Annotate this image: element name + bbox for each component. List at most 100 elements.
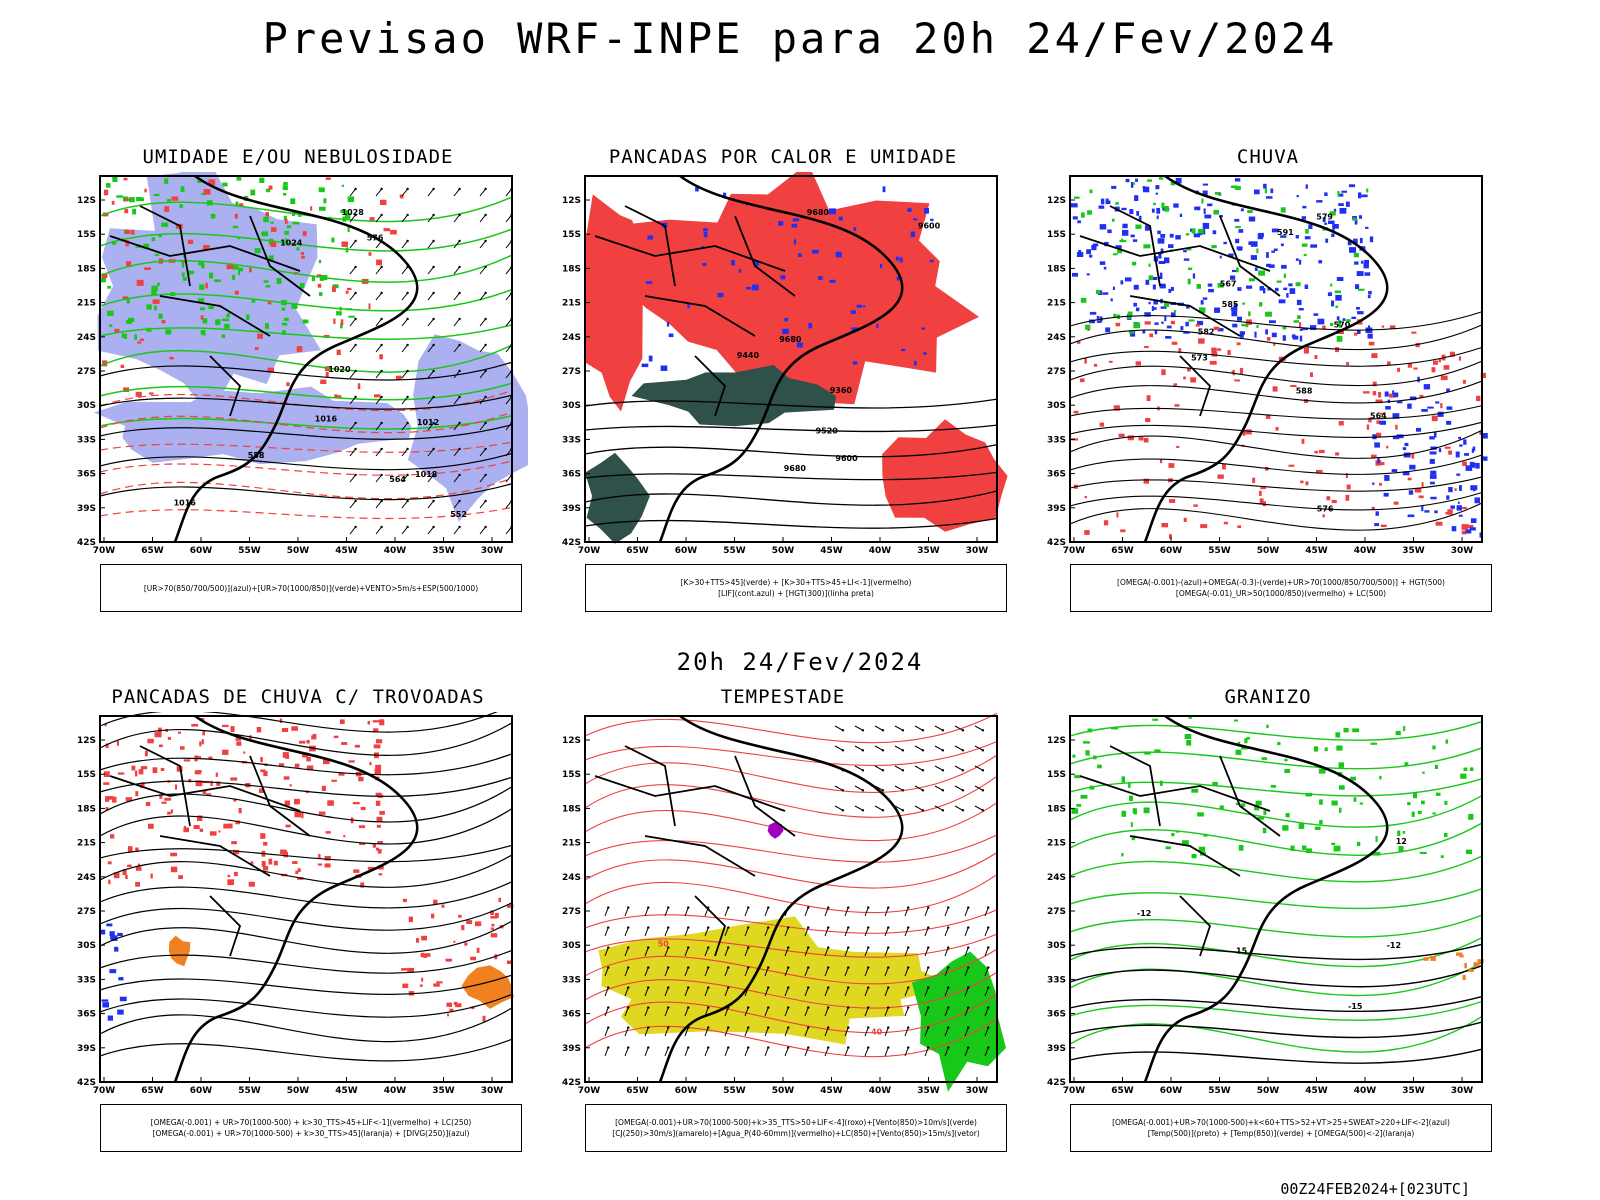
wind-vector-head [687, 986, 690, 989]
precip-speck [1231, 310, 1238, 317]
wind-vector [924, 1047, 929, 1057]
precip-speck [1362, 391, 1370, 394]
lat-tick-label: 12S [77, 196, 96, 206]
lon-tick-label: 65W [626, 546, 649, 556]
wind-vector-head [458, 421, 461, 425]
precip-speck [124, 209, 129, 214]
temp850-contour [1069, 822, 1483, 856]
precip-speck [352, 802, 360, 805]
wind-vector-head [458, 265, 461, 269]
precip-speck [379, 810, 385, 815]
wind-vector [914, 805, 924, 811]
water-contour [584, 933, 998, 958]
wind-vector-head [807, 946, 810, 949]
precip-speck [1161, 523, 1169, 528]
precip-speck [1346, 484, 1351, 490]
precip-speck [1403, 452, 1411, 458]
green-contour [99, 196, 513, 223]
precip-speck [1429, 458, 1435, 464]
lon-tick-label: 70W [578, 546, 601, 556]
panel-pancadas-calor: PANCADAS POR CALOR E UMIDADE 9680 9680 960… [553, 146, 1013, 612]
precip-speck [797, 253, 802, 257]
precip-speck [1373, 851, 1381, 856]
precip-speck [1421, 505, 1424, 512]
wind-vector [644, 967, 649, 977]
wind-vector [479, 370, 486, 379]
lat-tick-label: 18S [1047, 264, 1066, 274]
precip-speck [1159, 177, 1164, 180]
contour-label: 573 [1191, 353, 1208, 362]
wind-vector [914, 725, 924, 731]
precip-speck [1458, 514, 1463, 517]
legend-box: [UR>70(850/700/500)](azul)+[UR>70(1000/8… [100, 564, 522, 612]
wind-vector-head [961, 729, 965, 732]
precip-speck [124, 198, 130, 201]
hgt500-contour [1069, 429, 1483, 459]
precip-speck [1460, 773, 1467, 779]
lat-tick-label: 12S [562, 736, 581, 746]
precip-speck [1392, 413, 1400, 419]
wind-vector-head [707, 1006, 710, 1009]
streamline [99, 776, 513, 797]
precip-speck [1342, 318, 1346, 321]
wind-vector [401, 214, 408, 223]
lat-tick-label: 12S [77, 736, 96, 746]
precip-speck [341, 241, 348, 247]
precip-speck [208, 305, 214, 310]
precip-speck [1086, 249, 1091, 255]
wind-vector-head [861, 789, 865, 792]
precip-speck [1190, 377, 1196, 383]
wind-vector-head [961, 749, 965, 752]
wind-vector [624, 967, 629, 977]
precip-speck [1228, 253, 1234, 258]
precip-speck [856, 304, 863, 308]
wind-vector [427, 188, 434, 197]
precip-speck [167, 199, 171, 203]
precip-speck [135, 882, 140, 887]
precip-speck [1450, 505, 1455, 509]
wind-vector-head [947, 1026, 950, 1029]
wind-vector-head [927, 906, 930, 909]
wind-vector-head [432, 291, 435, 295]
precip-speck [1254, 189, 1260, 195]
precip-speck [1379, 775, 1382, 780]
precip-speck [1413, 792, 1417, 799]
wind-vector [744, 927, 749, 937]
wind-vector [401, 188, 408, 197]
precip-speck [121, 333, 124, 339]
wind-vector-head [967, 1006, 970, 1009]
precip-speck [260, 769, 266, 773]
lon-tick-label: 30W [1451, 1086, 1474, 1096]
wind-vector-head [767, 966, 770, 969]
precip-speck [236, 176, 242, 181]
wind-vectors [604, 906, 990, 1057]
wind-vector-head [927, 986, 930, 989]
wind-vector [764, 987, 769, 997]
precip-speck [238, 808, 242, 814]
precip-speck [899, 257, 903, 263]
precip-speck [131, 765, 136, 771]
wind-vector-head [380, 317, 383, 321]
precip-speck [318, 811, 326, 815]
temp850-contour [1069, 720, 1483, 741]
wind-vector-head [907, 1026, 910, 1029]
wind-vector-head [687, 1006, 690, 1009]
precip-speck [132, 208, 137, 215]
precip-speck [1125, 178, 1130, 183]
precip-speck [325, 831, 331, 834]
wind-vector [804, 1027, 809, 1037]
precip-speck [117, 1009, 124, 1015]
precip-speck [1463, 439, 1467, 445]
lon-tick-label: 70W [578, 1086, 601, 1096]
precip-speck [347, 287, 352, 291]
wind-vector-head [484, 525, 487, 529]
precip-speck [254, 248, 261, 254]
lat-tick-label: 39S [77, 504, 96, 514]
orange-area [168, 935, 191, 967]
precip-speck [1333, 208, 1337, 212]
wind-vector-head [707, 966, 710, 969]
precip-speck [1468, 813, 1474, 820]
wind-vector [764, 1047, 769, 1057]
precip-speck [1261, 757, 1268, 760]
wind-vector-head [887, 986, 890, 989]
